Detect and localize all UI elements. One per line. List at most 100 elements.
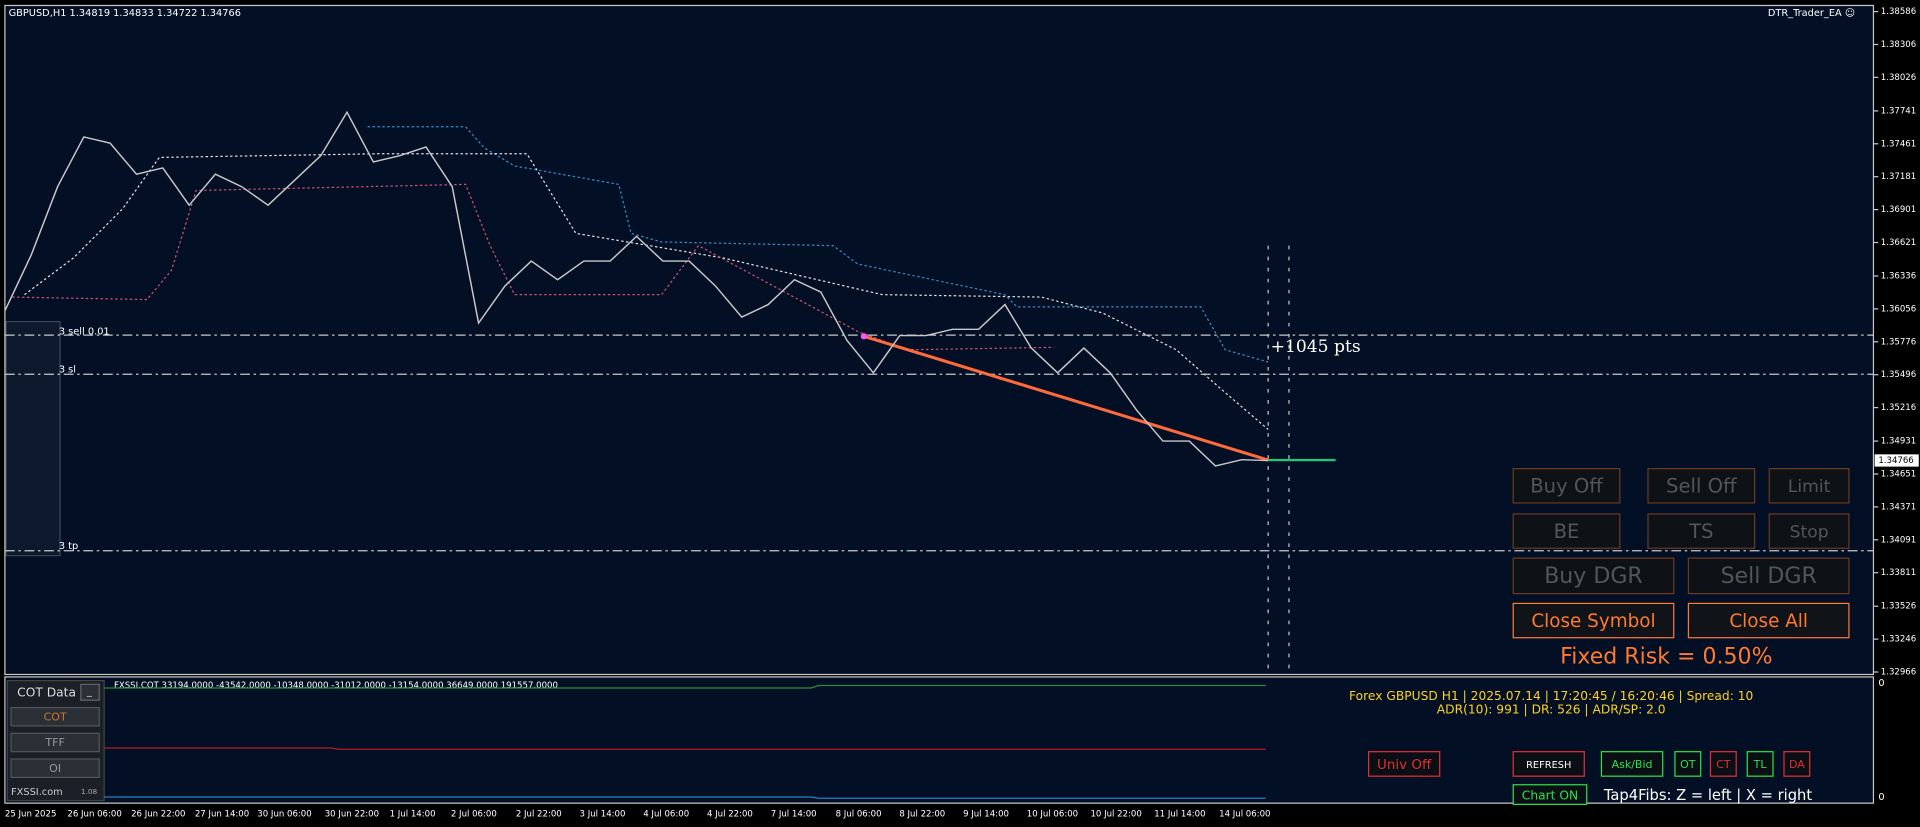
y-tick-label: 1.34931	[1881, 437, 1916, 447]
y-tick-label: 1.38586	[1881, 7, 1916, 17]
trade-button-label: Buy Off	[1530, 475, 1603, 498]
x-tick-label: 10 Jul 06:00	[1027, 810, 1078, 820]
version: 1.08	[81, 787, 98, 796]
control-button-label: DA	[1789, 758, 1805, 771]
y-tick-label: 1.34371	[1881, 502, 1916, 512]
cot-tab-label: OI	[49, 762, 61, 775]
control-button-label: Ask/Bid	[1612, 758, 1653, 771]
indicator-axis-label: 0	[1878, 678, 1884, 689]
y-tick-label: 1.33811	[1881, 568, 1916, 578]
brand: FXSSI.com	[11, 787, 63, 798]
x-tick-label: 2 Jul 22:00	[516, 810, 562, 820]
minimize-label: _	[86, 687, 92, 698]
indicator-info: FXSSI.COT 33194.0000 -43542.0000 -10348.…	[114, 681, 558, 691]
cot-line-red	[104, 747, 1266, 750]
control-button[interactable]	[1368, 751, 1441, 777]
cot-title: COT Data	[17, 685, 76, 699]
price-line	[4, 110, 1269, 467]
x-tick-label: 1 Jul 14:00	[390, 810, 436, 820]
y-tick-label: 1.34091	[1881, 535, 1916, 545]
y-tick-label: 1.33246	[1881, 635, 1916, 645]
trade-line	[863, 334, 1269, 462]
trade-button[interactable]	[1512, 557, 1675, 595]
x-tick-label: 26 Jun 22:00	[131, 810, 185, 820]
control-button[interactable]	[1746, 751, 1774, 777]
y-tick-label: 1.38026	[1881, 73, 1916, 83]
cot-line-green	[104, 684, 1266, 689]
trade-button[interactable]	[1768, 468, 1850, 504]
y-tick-label: 1.32966	[1881, 668, 1916, 678]
y-tick-label: 1.36056	[1881, 304, 1916, 314]
control-button-label: TL	[1753, 758, 1768, 771]
upper-band	[367, 126, 1269, 363]
indicator-area	[4, 676, 1875, 804]
y-tick-label: 1.35776	[1881, 337, 1916, 347]
control-button[interactable]	[1600, 751, 1664, 777]
symbol-info: GBPUSD,H1 1.34819 1.34833 1.34722 1.3476…	[9, 8, 241, 19]
side-panel	[5, 320, 61, 557]
trade-button[interactable]	[1687, 557, 1850, 595]
x-tick-label: 10 Jul 22:00	[1090, 810, 1141, 820]
minimize-button[interactable]	[80, 683, 100, 701]
trade-button[interactable]	[1512, 513, 1621, 549]
x-tick-label: 2 Jul 06:00	[451, 810, 497, 820]
trade-button[interactable]	[1647, 468, 1756, 504]
order-label: 3 sell 0.01	[59, 326, 110, 337]
ea-name: DTR_Trader_EA ☺	[1768, 8, 1855, 19]
y-tick-label: 1.37461	[1881, 139, 1916, 149]
cot-tab-label: COT	[44, 710, 67, 723]
trade-button-label: Close All	[1729, 611, 1808, 632]
y-tick-label: 1.36621	[1881, 238, 1916, 248]
x-tick-label: 14 Jul 06:00	[1219, 810, 1270, 820]
trade-button[interactable]	[1512, 602, 1675, 639]
x-tick-label: 25 Jun 2025	[5, 810, 57, 820]
x-tick-label: 7 Jul 14:00	[771, 810, 817, 820]
entry-point	[860, 333, 867, 340]
y-tick-label: 1.33526	[1881, 602, 1916, 612]
cot-tab[interactable]	[10, 706, 100, 727]
y-tick-label: 1.38306	[1881, 40, 1916, 50]
y-tick-label: 1.35216	[1881, 403, 1916, 413]
price-tag	[1874, 454, 1919, 467]
x-tick-label: 30 Jun 22:00	[325, 810, 379, 820]
y-tick-label: 1.35496	[1881, 370, 1916, 380]
trade-button[interactable]	[1512, 468, 1621, 504]
x-tick-label: 11 Jul 14:00	[1154, 810, 1205, 820]
x-tick-label: 9 Jul 14:00	[963, 810, 1009, 820]
trade-button[interactable]	[1647, 513, 1756, 549]
trade-button-label: Buy DGR	[1544, 564, 1643, 589]
profit-label: +1045 pts	[1271, 337, 1361, 357]
y-tick-label: 1.34651	[1881, 470, 1916, 480]
control-button[interactable]	[1674, 751, 1702, 777]
status-line: ADR(10): 991 | DR: 526 | ADR/SP: 2.0	[1437, 703, 1666, 717]
order-label: 3 tp	[59, 541, 78, 552]
indicator-axis-label: 0	[1878, 792, 1884, 803]
x-tick-label: 4 Jul 22:00	[707, 810, 753, 820]
x-tick-label: 27 Jun 14:00	[195, 810, 249, 820]
control-button[interactable]	[1512, 751, 1585, 777]
order-label: 3 sl	[59, 364, 76, 375]
trade-button-label: Limit	[1788, 477, 1831, 497]
trade-button-label: Close Symbol	[1531, 611, 1655, 632]
x-tick-label: 8 Jul 22:00	[899, 810, 945, 820]
control-button[interactable]	[1709, 751, 1737, 777]
x-tick-label: 3 Jul 14:00	[580, 810, 626, 820]
y-tick-label: 1.36336	[1881, 271, 1916, 281]
control-button[interactable]	[1512, 784, 1588, 805]
x-tick-label: 4 Jul 06:00	[643, 810, 689, 820]
trade-button-label: BE	[1554, 520, 1580, 543]
y-tick-label: 1.37741	[1881, 106, 1916, 116]
control-button-label: OT	[1680, 758, 1696, 771]
x-tick-label: 30 Jun 06:00	[257, 810, 311, 820]
cot-tab-label: TFF	[44, 736, 64, 749]
trade-button[interactable]	[1768, 513, 1850, 549]
control-button[interactable]	[1783, 751, 1811, 777]
cot-tab[interactable]	[10, 758, 100, 779]
control-button-label: Univ Off	[1377, 757, 1432, 773]
trade-button-label: TS	[1688, 520, 1713, 543]
cot-tab[interactable]	[10, 732, 100, 753]
risk-label: Fixed Risk = 0.50%	[1560, 644, 1772, 669]
trade-button[interactable]	[1687, 602, 1850, 639]
